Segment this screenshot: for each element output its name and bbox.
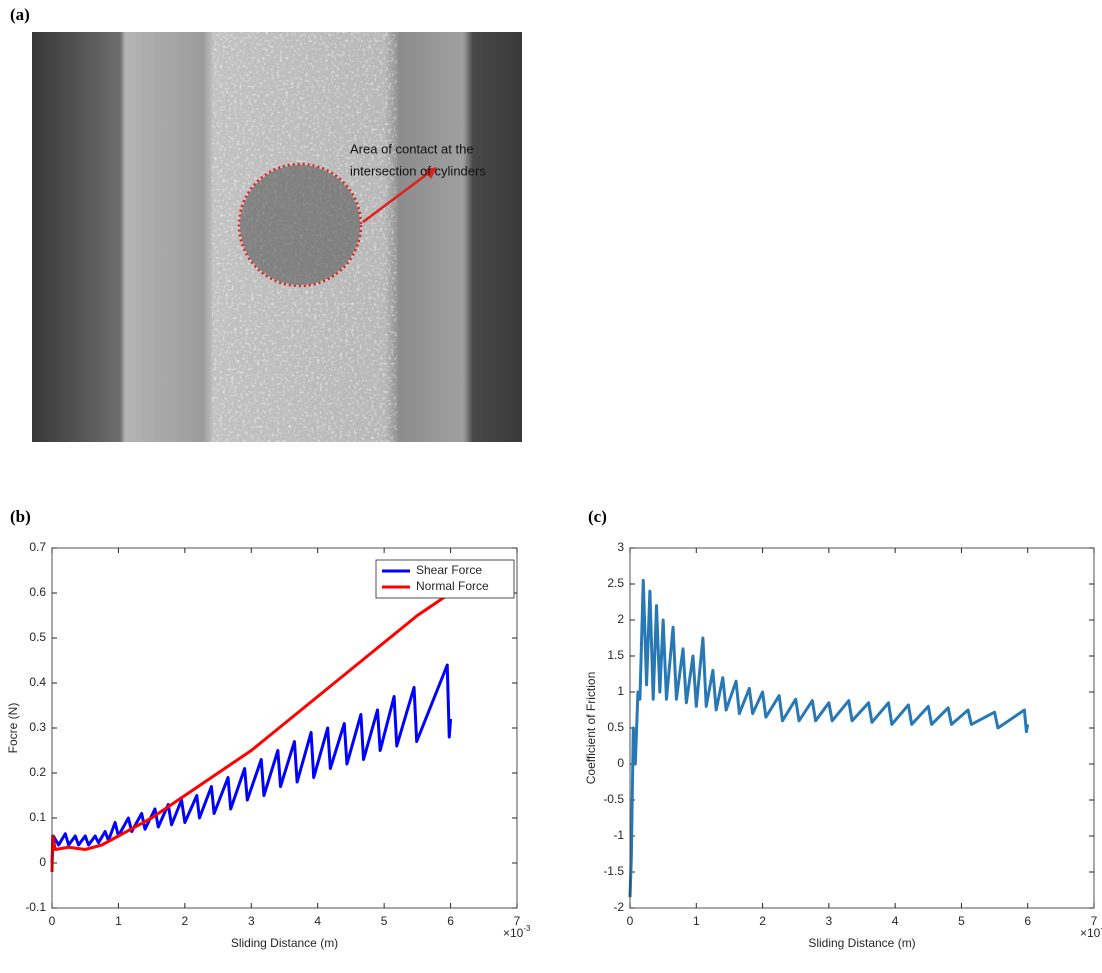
y-tick-label: 0.7: [29, 540, 46, 554]
x-tick-label: 6: [447, 914, 454, 928]
y-tick-label: 0.4: [29, 675, 46, 689]
plot-frame: [51, 547, 518, 909]
y-tick-label: 0: [39, 855, 46, 869]
x-tick-label: 5: [381, 914, 388, 928]
x-exponent: ×10-3: [1080, 924, 1102, 940]
x-tick-label: 2: [182, 914, 189, 928]
y-tick-label: 1: [617, 684, 624, 698]
y-tick-label: 2: [617, 612, 624, 626]
y-tick-label: 0.3: [29, 720, 46, 734]
x-tick-label: 7: [1091, 914, 1098, 928]
legend-box: [375, 559, 515, 599]
y-axis-label: Focre (N): [6, 703, 20, 754]
y-tick-label: 0.2: [29, 765, 46, 779]
y-axis-label: Coefficient of Friction: [584, 672, 598, 785]
y-tick-label: 0.5: [29, 630, 46, 644]
data-line: [628, 578, 1030, 898]
x-tick-label: 0: [49, 914, 56, 928]
exponent-base: ×10: [1080, 926, 1101, 940]
y-tick-label: -0.1: [25, 900, 46, 914]
x-tick-label: 2: [759, 914, 766, 928]
exponent-power: -3: [1100, 924, 1102, 933]
y-tick-label: 0.5: [607, 720, 624, 734]
y-tick-label: -1.5: [603, 864, 624, 878]
x-tick-label: 4: [314, 914, 321, 928]
x-tick-label: 3: [826, 914, 833, 928]
legend-label: Shear Force: [416, 563, 482, 577]
x-tick-label: 1: [115, 914, 122, 928]
y-tick-label: -1: [613, 828, 624, 842]
x-tick-label: 6: [1024, 914, 1031, 928]
y-tick-label: 3: [617, 540, 624, 554]
y-tick-label: 1.5: [607, 648, 624, 662]
x-tick-label: 3: [248, 914, 255, 928]
panel-label: (b): [10, 507, 31, 526]
x-tick-label: 5: [958, 914, 965, 928]
y-tick-label: 2.5: [607, 576, 624, 590]
x-tick-label: 4: [892, 914, 899, 928]
x-exponent: ×10-3: [503, 924, 531, 940]
x-axis-label: Sliding Distance (m): [231, 936, 338, 950]
x-axis-label: Sliding Distance (m): [808, 936, 915, 950]
x-tick-label: 0: [627, 914, 634, 928]
data-line: [50, 663, 453, 864]
y-tick-label: 0: [617, 756, 624, 770]
data-line: [50, 591, 452, 873]
photo: [32, 32, 522, 442]
panel-label: (a): [10, 5, 30, 24]
exponent-power: -3: [523, 924, 531, 933]
plot-frame: [629, 547, 1095, 909]
legend-label: Normal Force: [416, 579, 489, 593]
y-tick-label: -0.5: [603, 792, 624, 806]
annotation: intersection of cylinders: [350, 163, 486, 178]
exponent-base: ×10: [503, 926, 524, 940]
x-tick-label: 7: [514, 914, 521, 928]
y-tick-label: -2: [613, 900, 624, 914]
x-tick-label: 1: [693, 914, 700, 928]
y-tick-label: 0.1: [29, 810, 46, 824]
annotation: Area of contact at the: [350, 141, 474, 156]
y-tick-label: 0.6: [29, 585, 46, 599]
panel-label: (c): [588, 507, 607, 526]
